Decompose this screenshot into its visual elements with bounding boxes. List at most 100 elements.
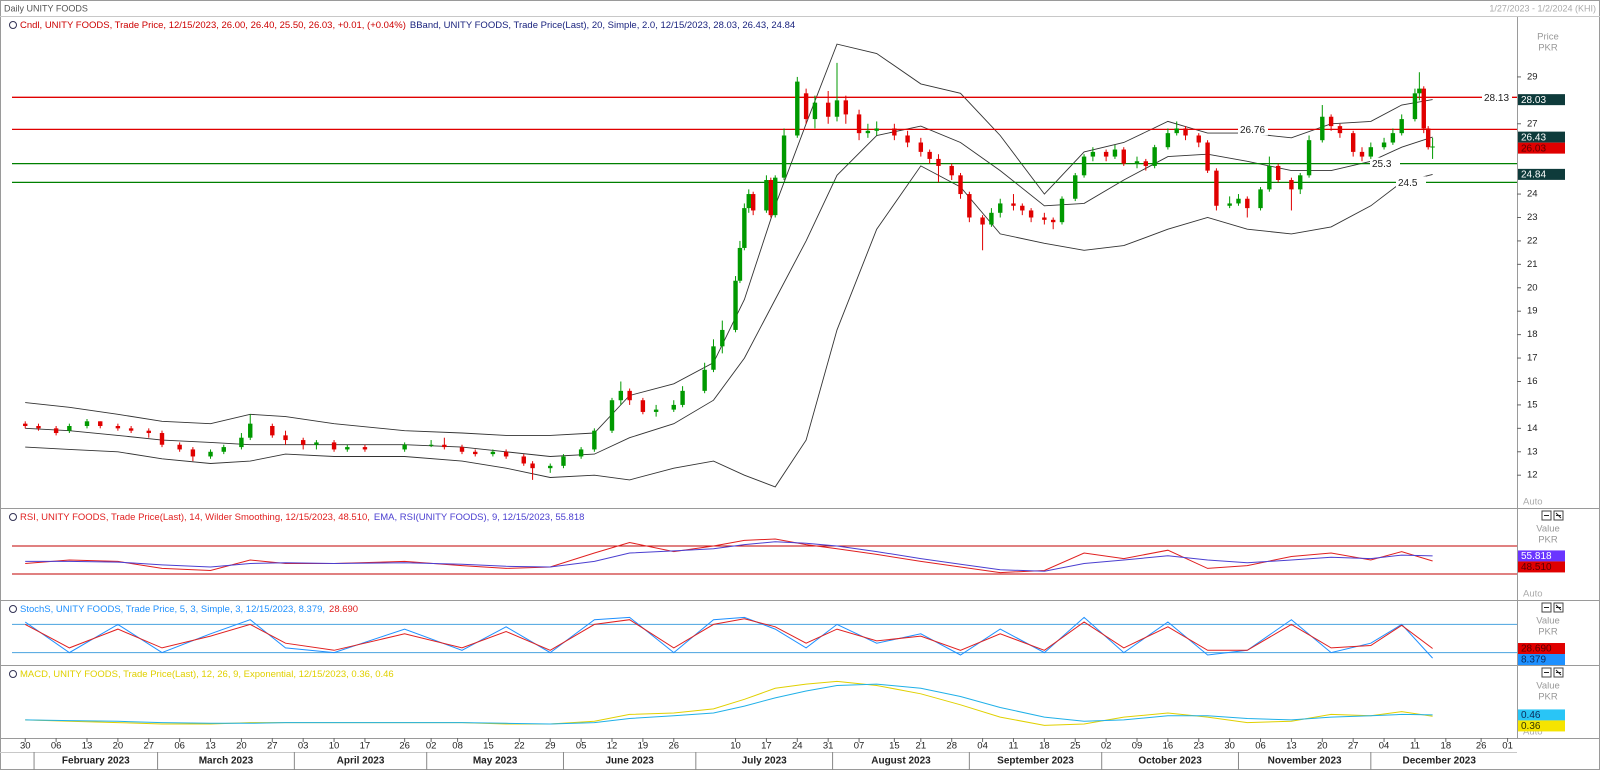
panel-button-glyph bbox=[1555, 512, 1562, 519]
candle-body bbox=[865, 130, 871, 134]
month-label: August 2023 bbox=[871, 756, 931, 767]
y-tick-label: 17 bbox=[1527, 353, 1538, 364]
candle-body bbox=[1359, 151, 1365, 157]
level-label-bg bbox=[1482, 91, 1512, 104]
x-tick-label: 20 bbox=[113, 741, 124, 752]
candle-body bbox=[1028, 210, 1034, 218]
x-tick-label: 09 bbox=[1132, 741, 1143, 752]
candle-body bbox=[1381, 142, 1387, 148]
x-tick-label: 16 bbox=[1163, 741, 1174, 752]
candle-body bbox=[362, 447, 368, 450]
candle-body bbox=[905, 135, 910, 143]
candle-body bbox=[773, 177, 778, 216]
candle-body bbox=[671, 404, 676, 410]
candle-body bbox=[239, 437, 244, 448]
candle-body bbox=[1337, 126, 1343, 134]
candle-body bbox=[627, 390, 632, 401]
legend-entry: RSI, UNITY FOODS, Trade Price(Last), 14,… bbox=[20, 512, 370, 523]
candle-body bbox=[680, 390, 685, 405]
y-tick-label: 18 bbox=[1527, 329, 1538, 340]
x-tick-label: 11 bbox=[1410, 741, 1420, 752]
axis-title: PKR bbox=[1538, 627, 1558, 638]
x-tick-label: 28 bbox=[946, 741, 957, 752]
candle-body bbox=[653, 409, 659, 412]
x-tick-label: 27 bbox=[143, 741, 154, 752]
candle-body bbox=[1258, 189, 1263, 209]
last-value-label: 26.03 bbox=[1521, 143, 1546, 154]
candle-body bbox=[640, 400, 646, 412]
candle-body bbox=[159, 433, 165, 445]
date-range: 1/27/2023 - 1/2/2024 (KHI) bbox=[1489, 3, 1596, 13]
candle-body bbox=[1011, 203, 1016, 206]
candle-body bbox=[521, 456, 526, 464]
x-tick-label: 11 bbox=[1009, 741, 1019, 752]
x-tick-label: 15 bbox=[889, 741, 900, 752]
candle-body bbox=[1390, 133, 1396, 143]
last-value-label: 24.84 bbox=[1521, 170, 1546, 181]
bollinger-lower bbox=[25, 165, 1433, 488]
x-tick-label: 08 bbox=[452, 741, 463, 752]
candle-body bbox=[561, 456, 566, 466]
last-value-box bbox=[1518, 142, 1565, 154]
x-tick-label: 15 bbox=[483, 741, 494, 752]
candle-body bbox=[980, 217, 985, 225]
level-label-bg bbox=[1238, 123, 1268, 136]
indicator-line bbox=[24, 616, 1433, 659]
x-tick-label: 21 bbox=[916, 741, 927, 752]
x-tick-label: 06 bbox=[1255, 741, 1266, 752]
candle-body bbox=[989, 212, 994, 225]
y-tick-label: 14 bbox=[1527, 423, 1538, 434]
last-value-box bbox=[1518, 168, 1565, 180]
legend-icon bbox=[9, 513, 17, 521]
candle-body bbox=[1059, 198, 1065, 223]
level-label: 25.3 bbox=[1372, 159, 1392, 170]
month-label: November 2023 bbox=[1268, 756, 1342, 767]
month-label: February 2023 bbox=[62, 756, 130, 767]
candle-body bbox=[1050, 219, 1056, 223]
candle-body bbox=[67, 426, 72, 431]
candle-body bbox=[331, 442, 337, 450]
candle-body bbox=[1328, 116, 1334, 127]
x-tick-label: 26 bbox=[1476, 741, 1487, 752]
candle-body bbox=[1183, 128, 1188, 136]
candle-body bbox=[300, 440, 306, 445]
legend-entry: EMA, RSI(UNITY FOODS), 9, 12/15/2023, 55… bbox=[374, 512, 585, 523]
candle-body bbox=[578, 449, 584, 457]
x-tick-label: 10 bbox=[329, 741, 340, 752]
x-tick-label: 30 bbox=[20, 741, 31, 752]
candle-body bbox=[1306, 140, 1312, 176]
candle-body bbox=[856, 114, 862, 134]
axis-title: Value bbox=[1536, 616, 1560, 627]
x-tick-label: 13 bbox=[1286, 741, 1297, 752]
candle-body bbox=[918, 142, 924, 152]
month-label: March 2023 bbox=[199, 756, 254, 767]
last-value-box bbox=[1518, 561, 1565, 573]
x-tick-label: 17 bbox=[761, 741, 772, 752]
axis-title: PKR bbox=[1538, 692, 1558, 703]
month-label: April 2023 bbox=[337, 756, 385, 767]
candle-body bbox=[283, 435, 288, 441]
y-tick-label: 13 bbox=[1527, 446, 1538, 457]
candle-body bbox=[1245, 198, 1250, 209]
candle-body bbox=[711, 346, 716, 370]
legend-icon bbox=[9, 21, 17, 29]
window-title: Daily UNITY FOODS bbox=[4, 3, 88, 13]
candle-body bbox=[750, 194, 756, 211]
candle-body bbox=[84, 421, 90, 426]
y-tick-label: 22 bbox=[1527, 235, 1538, 246]
legend-entry: 28.690 bbox=[329, 604, 358, 615]
candle-body bbox=[742, 208, 747, 248]
legend-entry: Cndl, UNITY FOODS, Trade Price, 12/15/20… bbox=[20, 20, 406, 31]
candle-body bbox=[190, 449, 196, 457]
x-tick-label: 06 bbox=[51, 741, 62, 752]
candle-body bbox=[1412, 93, 1418, 120]
legend: StochS, UNITY FOODS, Trade Price, 5, 3, … bbox=[20, 604, 358, 615]
candle-body bbox=[737, 247, 743, 281]
candle-body bbox=[1350, 133, 1356, 152]
candle-body bbox=[1421, 88, 1426, 129]
x-tick-label: 29 bbox=[545, 741, 556, 752]
candle-body bbox=[548, 465, 553, 469]
x-tick-label: 02 bbox=[426, 741, 437, 752]
candle-body bbox=[221, 447, 226, 452]
